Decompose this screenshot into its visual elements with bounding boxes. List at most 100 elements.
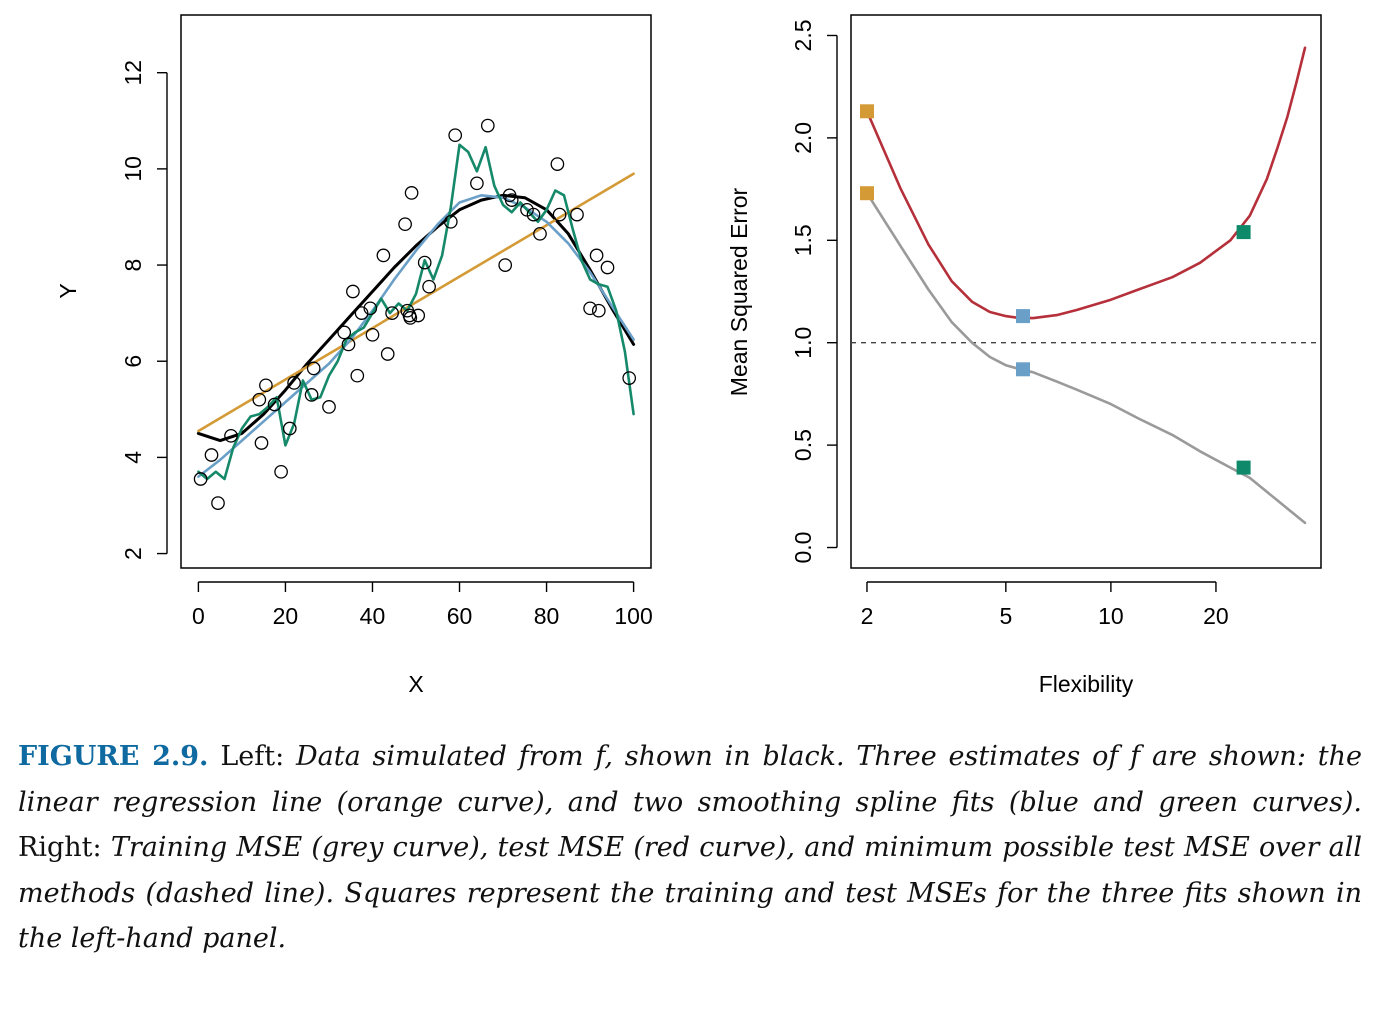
right-y-tick-label: 1.0: [790, 327, 816, 359]
mse-square-marker: [1236, 225, 1251, 240]
right-x-tick-label: 10: [1098, 603, 1124, 629]
data-point: [252, 392, 267, 407]
data-point: [570, 207, 584, 222]
caption-right-text: Training MSE (grey curve), test MSE (red…: [18, 832, 1362, 954]
data-point: [224, 428, 238, 443]
right-y-tick-label: 1.5: [790, 224, 816, 256]
smooth-spline-curve: [197, 194, 635, 478]
left-x-axis-label: X: [408, 671, 423, 697]
data-point: [282, 421, 297, 436]
data-point: [254, 436, 269, 450]
data-point: [600, 260, 615, 275]
left-y-axis: 2 4 6 8 10 12: [120, 60, 168, 560]
data-point: [552, 207, 567, 222]
data-point: [622, 371, 637, 385]
mse-square-marker: [1236, 460, 1251, 475]
data-point: [589, 248, 604, 263]
right-y-axis: 0.0 0.5 1.0 1.5 2.0 2.5: [790, 19, 838, 564]
left-panel: 0 20 40 60 80 100 2 4 6 8 10 12 X Y: [55, 14, 653, 697]
left-y-tick-label: 2: [120, 547, 146, 560]
data-point: [193, 472, 208, 486]
right-y-tick-label: 0.5: [790, 429, 816, 461]
left-x-tick-label: 80: [534, 603, 560, 629]
data-point: [365, 327, 380, 342]
true-function-curve: [196, 193, 636, 443]
left-x-tick-label: 0: [192, 603, 205, 629]
data-point: [411, 308, 426, 323]
data-point: [337, 325, 352, 340]
data-point: [380, 347, 395, 361]
data-point: [403, 311, 418, 325]
right-series: [865, 46, 1307, 525]
data-point: [385, 306, 399, 320]
left-y-tick-label: 8: [120, 259, 146, 272]
figure-canvas: 0 20 40 60 80 100 2 4 6 8 10 12 X Y 2 5 10 20 0.0 0.5 1…: [55, 14, 1322, 697]
left-points: [193, 118, 637, 510]
data-point: [504, 193, 519, 207]
data-point: [448, 128, 463, 143]
caption-figure-label: FIGURE 2.9.: [18, 741, 209, 772]
left-x-tick-label: 100: [614, 603, 652, 629]
data-point: [470, 176, 484, 191]
data-point: [533, 226, 547, 241]
left-y-tick-label: 12: [120, 60, 146, 86]
right-x-axis: 2 5 10 20: [861, 581, 1229, 629]
right-y-tick-label: 2.5: [790, 19, 816, 51]
figure-caption: FIGURE 2.9. Left: Data simulated from f,…: [18, 734, 1362, 962]
data-point: [404, 186, 419, 200]
left-x-axis: 0 20 40 60 80 100: [192, 581, 653, 629]
data-point: [287, 376, 301, 390]
caption-left-text: Data simulated from f, shown in black. T…: [18, 741, 1362, 818]
data-point: [350, 368, 365, 383]
data-point: [211, 496, 225, 510]
right-y-tick-label: 0.0: [790, 532, 816, 564]
data-point: [259, 378, 273, 393]
data-point: [498, 258, 513, 272]
data-point: [376, 248, 391, 263]
data-point: [204, 448, 219, 462]
left-y-tick-label: 4: [120, 451, 146, 464]
data-point: [354, 306, 369, 320]
left-y-tick-label: 10: [120, 156, 146, 182]
mse-square-marker: [860, 186, 874, 201]
data-point: [267, 397, 282, 412]
right-plot-frame: [850, 14, 1322, 569]
left-x-tick-label: 40: [360, 603, 386, 629]
left-x-tick-label: 20: [273, 603, 299, 629]
right-x-axis-label: Flexibility: [1039, 671, 1134, 697]
left-y-axis-label: Y: [55, 283, 81, 298]
left-x-tick-label: 60: [447, 603, 473, 629]
right-x-tick-label: 5: [999, 603, 1012, 629]
data-point: [363, 301, 378, 316]
right-y-tick-label: 2.0: [790, 122, 816, 154]
left-y-tick-label: 6: [120, 355, 146, 368]
data-point: [422, 279, 436, 294]
left-plot-frame: [180, 14, 652, 569]
data-point: [550, 157, 565, 171]
right-x-tick-label: 2: [861, 603, 874, 629]
data-point: [306, 361, 321, 376]
data-point: [417, 255, 432, 270]
test-mse-curve: [865, 46, 1307, 320]
left-series: [196, 143, 636, 481]
data-point: [443, 214, 458, 229]
data-point: [583, 301, 597, 316]
data-point: [304, 388, 319, 402]
right-x-tick-label: 20: [1203, 603, 1229, 629]
mse-square-marker: [1016, 362, 1030, 377]
data-point: [274, 464, 288, 479]
mse-square-marker: [860, 104, 874, 119]
data-point: [341, 337, 356, 352]
mse-square-marker: [1016, 309, 1030, 324]
data-point: [591, 303, 606, 318]
right-panel: 2 5 10 20 0.0 0.5 1.0 1.5 2.0 2.5 Flexibility Me…: [726, 14, 1322, 697]
right-markers: [860, 104, 1251, 475]
data-point: [480, 118, 495, 133]
data-point: [346, 284, 360, 299]
data-point: [322, 400, 336, 414]
wiggly-spline-curve: [197, 143, 635, 481]
caption-right-word: Right:: [18, 832, 102, 863]
training-mse-curve: [865, 191, 1307, 525]
data-point: [398, 217, 412, 232]
right-y-axis-label: Mean Squared Error: [726, 187, 752, 396]
